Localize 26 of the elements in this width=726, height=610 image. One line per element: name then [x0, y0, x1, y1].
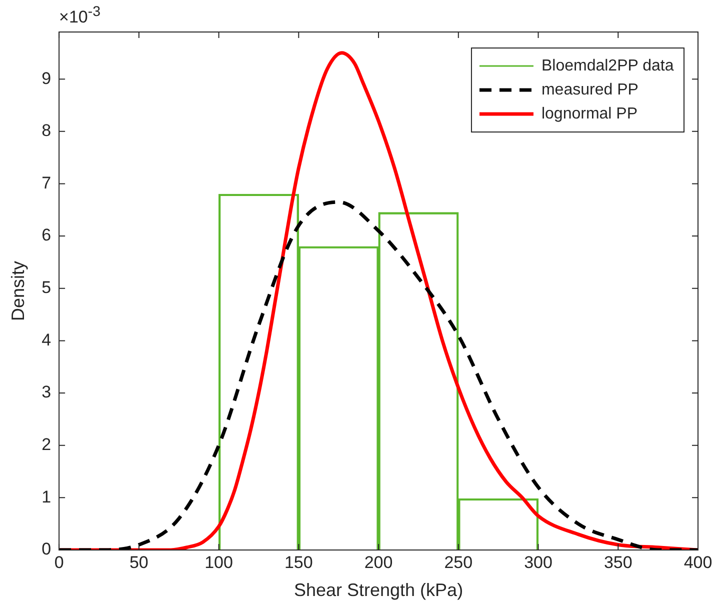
x-tick-label: 50 [129, 552, 148, 572]
y-tick-label: 8 [42, 121, 52, 140]
text: ×10$^{-3}$ [59, 4, 100, 28]
y-tick-label: 5 [42, 278, 52, 298]
y-axis-title: Density [8, 260, 28, 322]
y-tick-label: 2 [42, 435, 52, 454]
y-tick-label: 4 [42, 330, 52, 350]
x-tick-label: 300 [524, 552, 552, 572]
y-tick-label: 1 [42, 487, 52, 506]
y-tick-label: 9 [42, 68, 52, 88]
legend-label: Bloemdal2PP data [541, 57, 674, 74]
x-tick-label: 0 [54, 552, 64, 572]
legend-label: measured PP [541, 81, 638, 98]
x-tick-label: 150 [284, 552, 313, 572]
x-axis-title: Shear Strength (kPa) [294, 580, 464, 600]
x-tick-label: 250 [444, 552, 473, 572]
line-series [59, 200, 698, 550]
y-tick-label: 6 [42, 226, 52, 245]
x-tick-label: 350 [604, 552, 632, 572]
x-tick-label: 100 [204, 552, 233, 572]
x-tick-label: 200 [364, 552, 393, 572]
y-tick-label: 3 [42, 382, 52, 402]
y-tick-label: 0 [42, 540, 52, 559]
y-tick-label: 7 [42, 173, 52, 192]
legend-label: lognormal PP [541, 105, 638, 122]
x-tick-label: 400 [684, 552, 712, 572]
